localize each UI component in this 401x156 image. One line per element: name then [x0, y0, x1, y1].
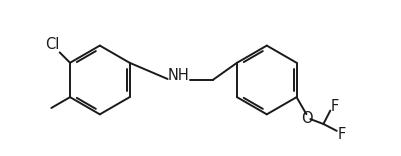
Text: NH: NH — [168, 68, 189, 83]
Text: Cl: Cl — [46, 37, 60, 52]
Text: F: F — [338, 127, 346, 142]
Text: F: F — [331, 99, 339, 114]
Text: O: O — [302, 111, 313, 126]
